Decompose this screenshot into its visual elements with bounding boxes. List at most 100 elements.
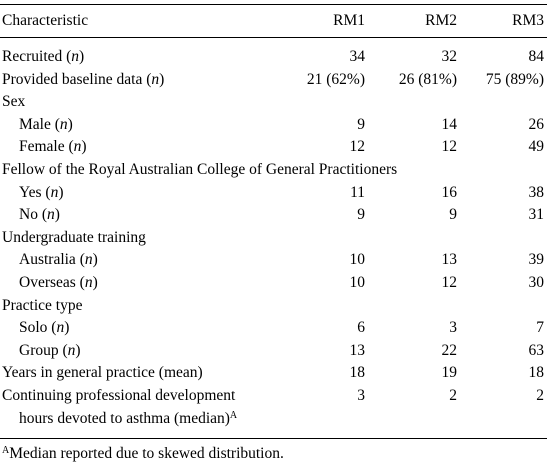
header-rm2: RM2	[425, 12, 457, 29]
row-label-tail: )	[81, 138, 87, 156]
row-label-text: Overseas (	[19, 273, 85, 291]
cell-rm3: 84	[528, 48, 545, 65]
cell-rm3: 26	[528, 115, 545, 133]
cell-rm3: 31	[528, 206, 545, 224]
table-row: Group (n) 13 22 63	[0, 340, 547, 363]
header-rm1: RM1	[333, 12, 365, 29]
cell-rm1: 34	[349, 48, 366, 65]
cell-rm2: 9	[449, 206, 457, 224]
row-label-tail: )	[67, 115, 73, 133]
row-label-superscript: A	[229, 409, 238, 421]
row-label: Fellow of the Royal Australian College o…	[2, 159, 397, 182]
cell-rm2: 2	[449, 386, 457, 404]
row-label: Australia (n)	[19, 249, 98, 272]
cell-rm1: 9	[357, 206, 365, 224]
row-label-line2: hours devoted to asthma (median)A	[2, 408, 237, 431]
row-label-tail: )	[92, 251, 98, 269]
row-label-unit: n	[84, 273, 93, 291]
table-row: No (n) 9 9 31	[0, 204, 547, 227]
table-row: Practice type	[0, 295, 547, 318]
row-label: Group (n)	[19, 340, 81, 363]
row-label-tail: )	[64, 319, 70, 337]
row-label: Sex	[2, 91, 25, 114]
row-label-line2-text: hours devoted to asthma (median)	[19, 409, 230, 427]
row-label-unit: n	[67, 341, 76, 359]
cell-rm2: 12	[441, 273, 458, 291]
row-label-text: Provided baseline data (	[2, 70, 152, 88]
row-label-unit: n	[50, 183, 59, 201]
table-row: Provided baseline data (n) 21 (62%) 26 (81…	[0, 69, 547, 92]
cell-rm2: 3	[449, 319, 457, 337]
row-label-text: Male (	[19, 115, 60, 133]
cell-rm2: 19	[441, 364, 458, 382]
footnote-marker: A	[2, 445, 10, 456]
table-header-row: Characteristic RM1 RM2 RM3	[0, 9, 547, 33]
row-label: Overseas (n)	[19, 272, 98, 295]
cell-rm1: 9	[357, 115, 365, 133]
row-label-text: Continuing professional development	[2, 386, 236, 404]
row-label-text: Australia (	[19, 251, 85, 269]
row-label-text: Undergraduate training	[2, 228, 146, 246]
footnote-text: Median reported due to skewed distributi…	[9, 445, 284, 462]
cell-rm2: 22	[441, 341, 458, 359]
row-label-unit: n	[46, 206, 55, 224]
cell-rm1: 21 (62%)	[306, 70, 365, 88]
row-label-tail: )	[75, 341, 81, 359]
cell-rm3: 18	[528, 364, 545, 382]
row-label-text: No (	[19, 206, 47, 224]
row-label: Female (n)	[19, 136, 87, 159]
cell-rm1: 12	[349, 138, 366, 156]
row-label: Years in general practice (mean)	[2, 362, 203, 385]
table-row: Male (n) 9 14 26	[0, 114, 547, 137]
row-label-tail: )	[79, 48, 85, 65]
header-rm3: RM3	[512, 12, 544, 29]
table-row: Years in general practice (mean) 18 19 18	[0, 362, 547, 385]
row-label-tail: )	[92, 273, 98, 291]
row-label: Yes (n)	[19, 182, 64, 205]
row-label-text: Group (	[19, 341, 68, 359]
row-label-text: Fellow of the Royal Australian College o…	[2, 160, 398, 178]
cell-rm3: 38	[528, 183, 545, 201]
cell-rm3: 30	[528, 273, 545, 291]
row-label: Solo (n)	[19, 317, 69, 340]
row-label-text: Practice type	[2, 296, 83, 314]
row-label: No (n)	[19, 204, 60, 227]
table-row: Undergraduate training	[0, 227, 547, 250]
table-row: Fellow of the Royal Australian College o…	[0, 159, 547, 182]
row-label-text: Recruited (	[2, 48, 72, 65]
table-row: Female (n) 12 12 49	[0, 136, 547, 159]
row-label: Continuing professional development hours…	[2, 385, 237, 430]
row-label-text: Yes (	[19, 183, 51, 201]
row-label-text: Female (	[19, 138, 74, 156]
row-label-unit: n	[56, 319, 65, 337]
row-label-tail: )	[54, 206, 60, 224]
table-row: Yes (n) 11 16 38	[0, 182, 547, 205]
cell-rm1: 10	[349, 251, 366, 269]
cell-rm1: 13	[349, 341, 366, 359]
table-row: Continuing professional development hours…	[0, 385, 547, 429]
row-label: Provided baseline data (n)	[2, 69, 164, 92]
table-top-rule	[0, 4, 547, 5]
row-label-unit: n	[71, 48, 80, 65]
row-label-text: Solo (	[19, 319, 57, 337]
row-label: Practice type	[2, 295, 82, 318]
cell-rm2: 12	[441, 138, 458, 156]
cell-rm1: 6	[357, 319, 365, 337]
cell-rm2: 32	[441, 48, 458, 65]
cell-rm1: 18	[349, 364, 366, 382]
cell-rm1: 10	[349, 273, 366, 291]
cell-rm3: 2	[536, 386, 544, 404]
header-characteristic: Characteristic	[2, 12, 89, 29]
row-label: Male (n)	[19, 114, 73, 137]
row-label-unit: n	[59, 115, 68, 133]
table-footnote: AMedian reported due to skewed distribut…	[2, 442, 284, 466]
cell-rm3: 49	[528, 138, 545, 156]
cell-rm2: 16	[441, 183, 458, 201]
row-label-text: Sex	[2, 93, 26, 111]
cell-rm3: 39	[528, 251, 545, 269]
cell-rm1: 11	[350, 183, 365, 201]
row-label: Recruited (n)	[2, 46, 84, 69]
row-label-text: Years in general practice (mean)	[2, 364, 203, 382]
table-header-rule	[0, 37, 547, 38]
